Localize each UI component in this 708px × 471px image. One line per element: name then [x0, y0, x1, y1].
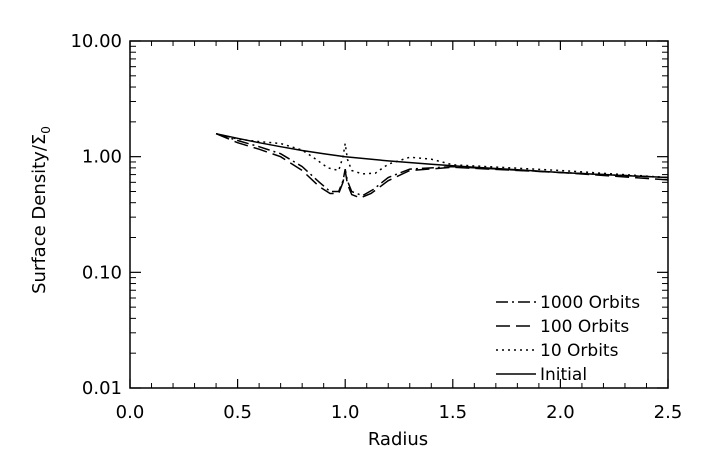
tick-labels: 0.0 0.5 1.0 1.5 2.0 2.5 0.01 0.10 1.00 10.00	[70, 31, 682, 423]
y-tick-label: 10.00	[70, 31, 122, 52]
y-tick-label: 0.01	[82, 378, 122, 399]
legend: 1000 Orbits 100 Orbits 10 Orbits Initial	[496, 293, 640, 385]
x-axis-title: Radius	[368, 429, 428, 450]
y-axis-title-main: Surface Density/Σ	[29, 134, 50, 294]
legend-label: 1000 Orbits	[540, 293, 640, 313]
x-tick-label: 1.0	[331, 402, 360, 423]
x-tick-label: 0.0	[116, 402, 145, 423]
x-tick-label: 0.5	[223, 402, 252, 423]
y-axis-title: Surface Density/Σ0	[29, 126, 53, 294]
y-axis-title-subscript: 0	[39, 126, 53, 134]
plot-lines	[215, 132, 669, 199]
legend-label: Initial	[540, 365, 587, 385]
series-line-100-orbits	[215, 133, 669, 199]
x-tick-label: 1.5	[438, 402, 467, 423]
legend-label: 100 Orbits	[540, 317, 629, 337]
x-tick-label: 2.5	[654, 402, 683, 423]
plot-frame	[129, 40, 669, 389]
y-tick-label: 0.10	[82, 262, 122, 283]
axes	[129, 40, 669, 389]
x-tick-label: 2.0	[546, 402, 575, 423]
series-line-initial	[215, 132, 669, 179]
series-line-1000-orbits	[215, 132, 669, 197]
ticks	[129, 40, 669, 389]
y-tick-label: 1.00	[82, 147, 122, 168]
legend-label: 10 Orbits	[540, 341, 619, 361]
